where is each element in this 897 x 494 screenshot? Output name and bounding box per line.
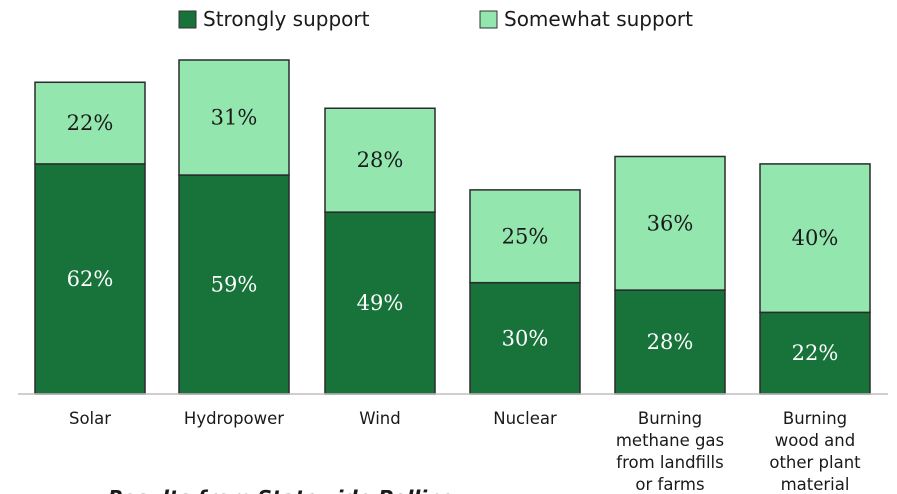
- x-tick-label-burning-wood-and-other-plant-material: Burning wood and other plant material: [769, 409, 861, 494]
- bar-somewhat-support-solar: [34, 81, 146, 165]
- legend-swatch-somewhat-support: [479, 10, 498, 29]
- x-tick-label-hydropower: Hydropower: [184, 409, 284, 428]
- bar-somewhat-support-burning-methane-gas-from-landfills-or-farms: [614, 155, 726, 291]
- chart-caption: Results from Statewide Polling: [108, 486, 456, 494]
- data-label-somewhat-support-nuclear: 25%: [502, 224, 549, 248]
- bar-strongly-support-burning-wood-and-other-plant-material: [759, 311, 871, 395]
- x-tick-label-line: or farms: [635, 475, 704, 494]
- legend-item-somewhat-support: Somewhat support: [479, 7, 693, 31]
- x-tick-label-nuclear: Nuclear: [493, 409, 557, 428]
- x-tick-label-line: material: [781, 475, 850, 494]
- legend-swatch-strongly-support: [178, 10, 197, 29]
- x-tick-label-line: Nuclear: [493, 409, 557, 428]
- x-tick-label-line: Solar: [69, 409, 111, 428]
- data-label-strongly-support-wind: 49%: [357, 291, 404, 315]
- bar-strongly-support-solar: [34, 163, 146, 395]
- legend-item-strongly-support: Strongly support: [178, 7, 370, 31]
- legend-label-somewhat-support: Somewhat support: [504, 7, 693, 31]
- data-label-somewhat-support-burning-methane-gas-from-landfills-or-farms: 36%: [647, 211, 694, 235]
- x-tick-label-line: wood and: [775, 431, 855, 450]
- bar-somewhat-support-wind: [324, 107, 436, 213]
- x-tick-label-line: Wind: [359, 409, 400, 428]
- data-label-somewhat-support-wind: 28%: [357, 148, 404, 172]
- data-label-somewhat-support-hydropower: 31%: [211, 106, 258, 130]
- x-tick-label-solar: Solar: [69, 409, 111, 428]
- bar-strongly-support-wind: [324, 211, 436, 395]
- data-label-strongly-support-burning-methane-gas-from-landfills-or-farms: 28%: [647, 330, 694, 354]
- x-tick-label-line: Hydropower: [184, 409, 284, 428]
- data-label-somewhat-support-burning-wood-and-other-plant-material: 40%: [792, 226, 839, 250]
- bar-somewhat-support-hydropower: [178, 59, 290, 176]
- data-label-strongly-support-hydropower: 59%: [211, 273, 258, 297]
- data-label-strongly-support-solar: 62%: [67, 267, 114, 291]
- data-label-strongly-support-burning-wood-and-other-plant-material: 22%: [792, 341, 839, 365]
- x-tick-label-line: Burning: [783, 409, 847, 428]
- legend: Strongly support Somewhat support: [178, 7, 693, 31]
- data-label-strongly-support-nuclear: 30%: [502, 326, 549, 350]
- x-tick-label-line: other plant: [769, 453, 861, 472]
- x-tick-label-line: from landfills: [616, 453, 723, 472]
- data-label-somewhat-support-solar: 22%: [67, 111, 114, 135]
- x-tick-label-burning-methane-gas-from-landfills-or-farms: Burning methane gas from landfills or farms: [616, 409, 724, 494]
- bars: 62% 22% 59% 31% 49% 28% 30% 25% 28% 36% 22% 40%: [34, 59, 871, 395]
- bar-somewhat-support-nuclear: [469, 189, 581, 284]
- x-tick-label-line: Burning: [638, 409, 702, 428]
- bar-somewhat-support-burning-wood-and-other-plant-material: [759, 163, 871, 314]
- x-tick-label-line: methane gas: [616, 431, 724, 450]
- x-tick-label-wind: Wind: [359, 409, 400, 428]
- legend-label-strongly-support: Strongly support: [203, 7, 370, 31]
- x-axis-ticks: Solar Hydropower Wind Nuclear Burning methane…: [69, 409, 861, 494]
